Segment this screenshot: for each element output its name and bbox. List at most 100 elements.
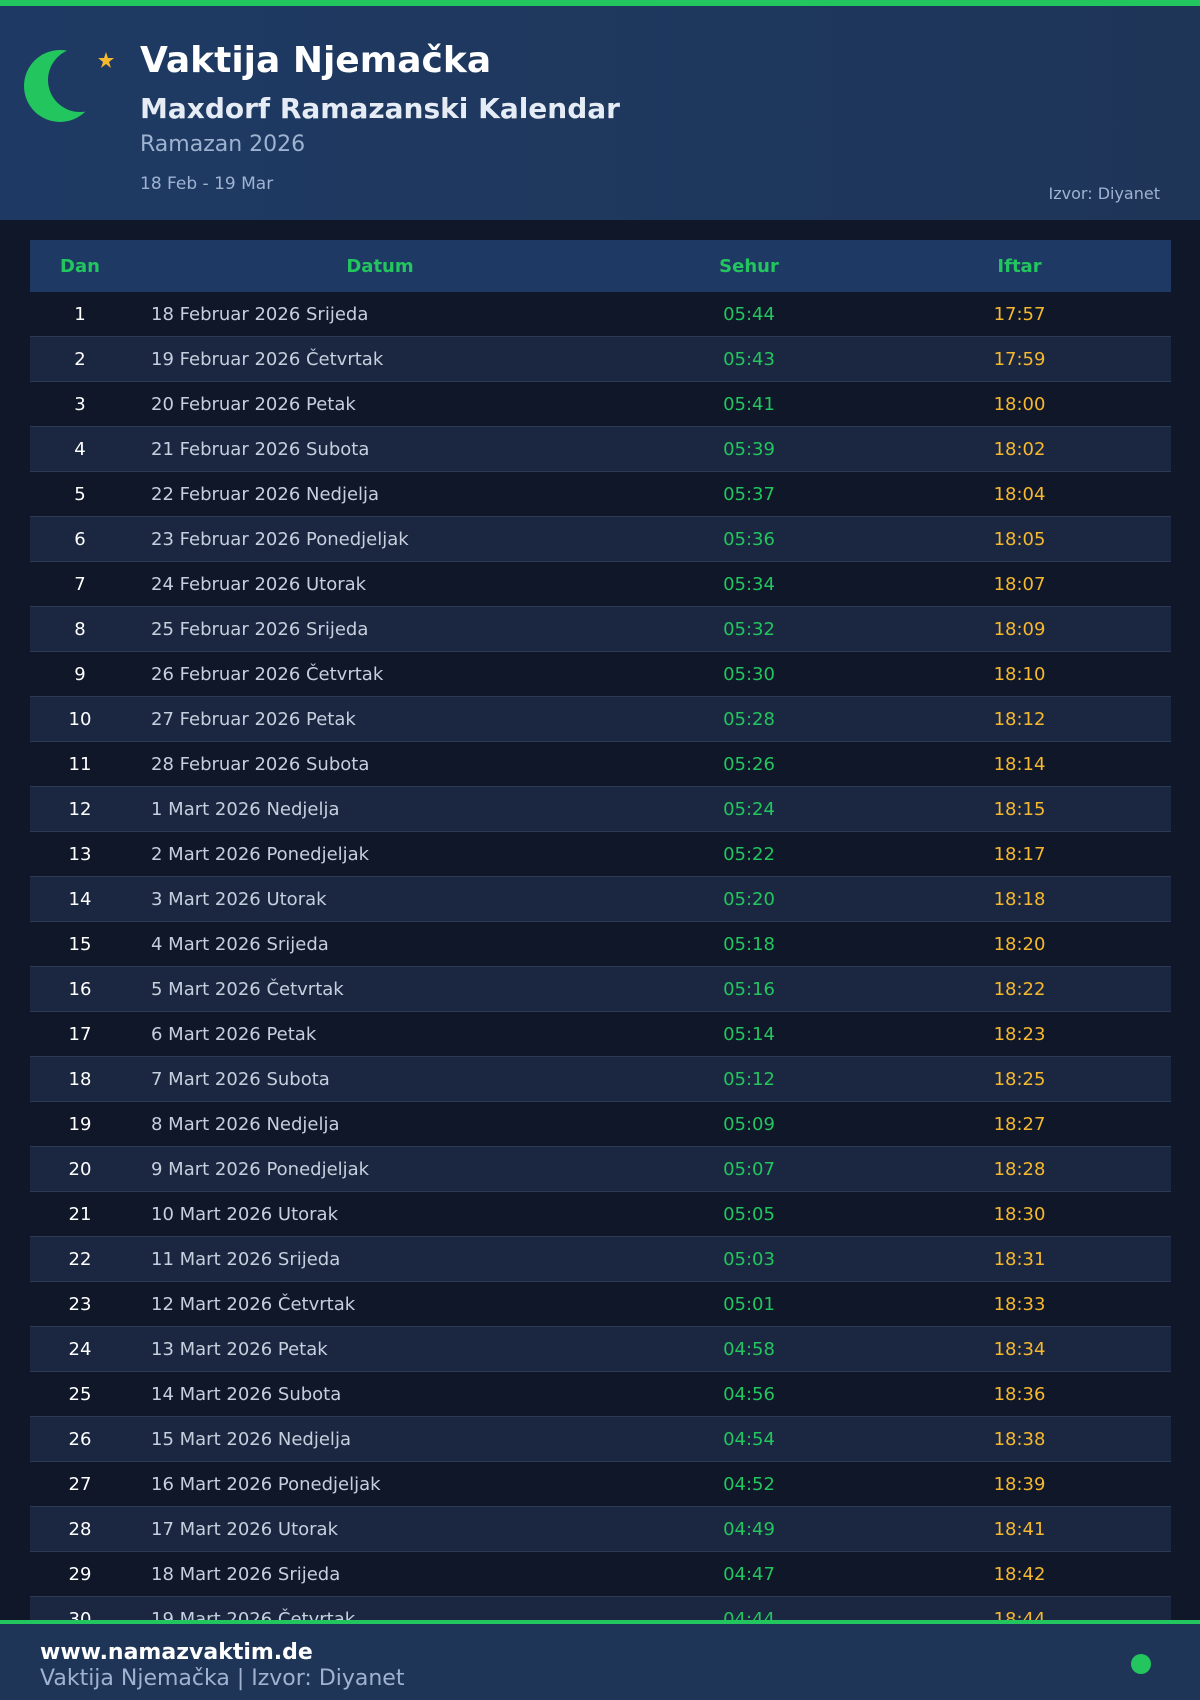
header-row: Dan Datum Sehur Iftar <box>30 240 1171 292</box>
iftar-cell: 18:07 <box>868 561 1171 607</box>
table-row: 18 7 Mart 2026 Subota 05:12 18:25 <box>30 1056 1171 1102</box>
table-row: 13 2 Mart 2026 Ponedjeljak 05:22 18:17 <box>30 831 1171 877</box>
moon-icon <box>24 50 114 122</box>
sehur-cell: 05:03 <box>630 1236 868 1282</box>
iftar-cell: 18:39 <box>868 1461 1171 1507</box>
dan-cell: 4 <box>30 426 130 472</box>
iftar-cell: 18:23 <box>868 1011 1171 1057</box>
datum-cell: 2 Mart 2026 Ponedjeljak <box>130 831 630 877</box>
dan-cell: 2 <box>30 336 130 382</box>
table-row: 8 25 Februar 2026 Srijeda 05:32 18:09 <box>30 606 1171 652</box>
status-dot <box>1131 1654 1151 1674</box>
dan-cell: 25 <box>30 1371 130 1417</box>
footer-site: www.namazvaktim.de <box>40 1640 313 1665</box>
dan-cell: 5 <box>30 471 130 517</box>
datum-cell: 11 Mart 2026 Srijeda <box>130 1236 630 1282</box>
table-row: 21 10 Mart 2026 Utorak 05:05 18:30 <box>30 1191 1171 1237</box>
dan-cell: 11 <box>30 741 130 787</box>
dan-cell: 29 <box>30 1551 130 1597</box>
dan-cell: 28 <box>30 1506 130 1552</box>
sehur-cell: 05:32 <box>630 606 868 652</box>
sehur-cell: 05:39 <box>630 426 868 472</box>
table-row: 9 26 Februar 2026 Četvrtak 05:30 18:10 <box>30 651 1171 697</box>
datum-cell: 6 Mart 2026 Petak <box>130 1011 630 1057</box>
column-header: Dan <box>30 240 130 292</box>
sehur-cell: 04:54 <box>630 1416 868 1462</box>
iftar-cell: 18:15 <box>868 786 1171 832</box>
iftar-cell: 18:02 <box>868 426 1171 472</box>
iftar-cell: 18:41 <box>868 1506 1171 1552</box>
table-row: 10 27 Februar 2026 Petak 05:28 18:12 <box>30 696 1171 742</box>
table-row: 20 9 Mart 2026 Ponedjeljak 05:07 18:28 <box>30 1146 1171 1192</box>
dan-cell: 9 <box>30 651 130 697</box>
source: Izvor: Diyanet <box>1048 184 1160 203</box>
bottom-bar <box>0 1620 1200 1624</box>
table-row: 16 5 Mart 2026 Četvrtak 05:16 18:22 <box>30 966 1171 1012</box>
table-row: 27 16 Mart 2026 Ponedjeljak 04:52 18:39 <box>30 1461 1171 1507</box>
dan-cell: 23 <box>30 1281 130 1327</box>
iftar-cell: 18:28 <box>868 1146 1171 1192</box>
sehur-cell: 05:01 <box>630 1281 868 1327</box>
calendar-table: Dan Datum Sehur Iftar 1 18 Februar 2026 S… <box>30 240 1171 1642</box>
table-row: 5 22 Februar 2026 Nedjelja 05:37 18:04 <box>30 471 1171 517</box>
datum-cell: 1 Mart 2026 Nedjelja <box>130 786 630 832</box>
table-row: 26 15 Mart 2026 Nedjelja 04:54 18:38 <box>30 1416 1171 1462</box>
iftar-cell: 17:57 <box>868 292 1171 337</box>
datum-cell: 15 Mart 2026 Nedjelja <box>130 1416 630 1462</box>
table-row: 12 1 Mart 2026 Nedjelja 05:24 18:15 <box>30 786 1171 832</box>
iftar-cell: 18:12 <box>868 696 1171 742</box>
period: Ramazan 2026 <box>140 132 306 157</box>
table-row: 15 4 Mart 2026 Srijeda 05:18 18:20 <box>30 921 1171 967</box>
table-row: 14 3 Mart 2026 Utorak 05:20 18:18 <box>30 876 1171 922</box>
sehur-cell: 05:36 <box>630 516 868 562</box>
dan-cell: 27 <box>30 1461 130 1507</box>
date-range: 18 Feb - 19 Mar <box>140 174 274 194</box>
subtitle: Maxdorf Ramazanski Kalendar <box>140 92 620 125</box>
sehur-cell: 05:41 <box>630 381 868 427</box>
footer-line: Vaktija Njemačka | Izvor: Diyanet <box>40 1666 405 1691</box>
sehur-cell: 05:34 <box>630 561 868 607</box>
iftar-cell: 18:22 <box>868 966 1171 1012</box>
column-header: Sehur <box>630 240 868 292</box>
iftar-cell: 18:25 <box>868 1056 1171 1102</box>
sehur-cell: 04:49 <box>630 1506 868 1552</box>
table-row: 7 24 Februar 2026 Utorak 05:34 18:07 <box>30 561 1171 607</box>
dan-cell: 17 <box>30 1011 130 1057</box>
table-row: 2 19 Februar 2026 Četvrtak 05:43 17:59 <box>30 336 1171 382</box>
iftar-cell: 18:05 <box>868 516 1171 562</box>
datum-cell: 26 Februar 2026 Četvrtak <box>130 651 630 697</box>
dan-cell: 14 <box>30 876 130 922</box>
dan-cell: 19 <box>30 1101 130 1147</box>
iftar-cell: 18:33 <box>868 1281 1171 1327</box>
datum-cell: 23 Februar 2026 Ponedjeljak <box>130 516 630 562</box>
iftar-cell: 18:20 <box>868 921 1171 967</box>
datum-cell: 28 Februar 2026 Subota <box>130 741 630 787</box>
table-row: 28 17 Mart 2026 Utorak 04:49 18:41 <box>30 1506 1171 1552</box>
dan-cell: 3 <box>30 381 130 427</box>
sehur-cell: 05:14 <box>630 1011 868 1057</box>
iftar-cell: 18:04 <box>868 471 1171 517</box>
datum-cell: 17 Mart 2026 Utorak <box>130 1506 630 1552</box>
sehur-cell: 05:16 <box>630 966 868 1012</box>
sehur-cell: 05:18 <box>630 921 868 967</box>
dan-cell: 8 <box>30 606 130 652</box>
title: Vaktija Njemačka <box>140 40 492 81</box>
datum-cell: 9 Mart 2026 Ponedjeljak <box>130 1146 630 1192</box>
sehur-cell: 05:12 <box>630 1056 868 1102</box>
datum-cell: 8 Mart 2026 Nedjelja <box>130 1101 630 1147</box>
sehur-cell: 05:20 <box>630 876 868 922</box>
iftar-cell: 18:14 <box>868 741 1171 787</box>
datum-cell: 24 Februar 2026 Utorak <box>130 561 630 607</box>
dan-cell: 10 <box>30 696 130 742</box>
dan-cell: 22 <box>30 1236 130 1282</box>
table-row: 25 14 Mart 2026 Subota 04:56 18:36 <box>30 1371 1171 1417</box>
top-bar <box>0 0 1200 6</box>
iftar-cell: 17:59 <box>868 336 1171 382</box>
sehur-cell: 04:56 <box>630 1371 868 1417</box>
datum-cell: 5 Mart 2026 Četvrtak <box>130 966 630 1012</box>
datum-cell: 4 Mart 2026 Srijeda <box>130 921 630 967</box>
datum-cell: 27 Februar 2026 Petak <box>130 696 630 742</box>
sehur-cell: 05:37 <box>630 471 868 517</box>
iftar-cell: 18:27 <box>868 1101 1171 1147</box>
